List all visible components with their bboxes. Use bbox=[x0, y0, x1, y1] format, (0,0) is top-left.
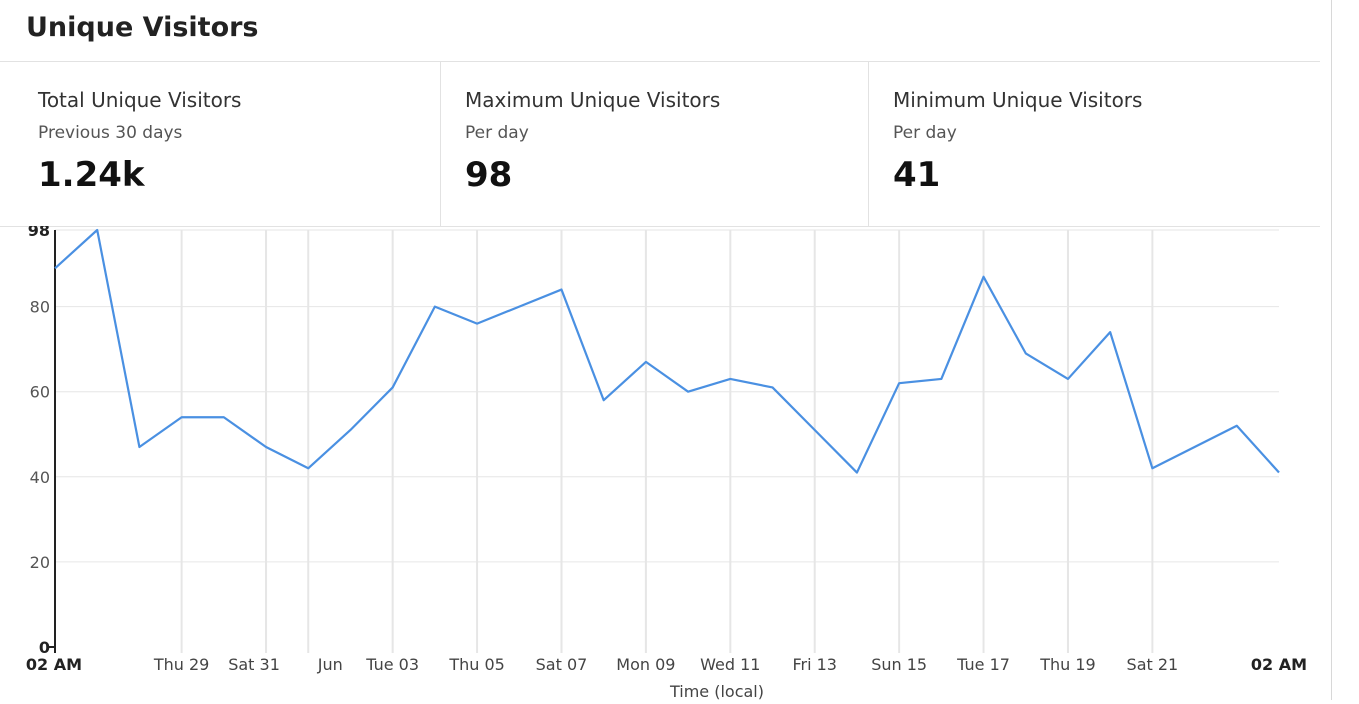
x-tick-label: Tue 03 bbox=[365, 655, 419, 674]
visitors-chart-svg: 0 20 40 60 80 98 02 AM Thu 29 Sat 31 Jun Tue 03 Thu… bbox=[26, 221, 1307, 701]
x-tick-label: Fri 13 bbox=[792, 655, 837, 674]
stat-maximum: Maximum Unique Visitors Per day 98 bbox=[441, 62, 869, 226]
stat-minimum-sub: Per day bbox=[893, 123, 957, 143]
stat-total: Total Unique Visitors Previous 30 days 1… bbox=[0, 62, 441, 226]
stat-maximum-value: 98 bbox=[465, 155, 513, 195]
x-tick-label: Tue 17 bbox=[956, 655, 1010, 674]
x-tick-label: Thu 19 bbox=[1039, 655, 1096, 674]
stat-total-sub: Previous 30 days bbox=[38, 123, 183, 143]
x-tick-label: 02 AM bbox=[1251, 655, 1307, 674]
y-tick-label: 0 bbox=[39, 638, 50, 657]
stat-maximum-label: Maximum Unique Visitors bbox=[465, 88, 721, 112]
stat-minimum-label: Minimum Unique Visitors bbox=[893, 88, 1143, 112]
x-tick-label: Sat 07 bbox=[536, 655, 588, 674]
stat-total-value: 1.24k bbox=[38, 155, 145, 195]
x-tick-label: Sun 15 bbox=[871, 655, 927, 674]
stat-maximum-sub: Per day bbox=[465, 123, 529, 143]
stat-minimum-value: 41 bbox=[893, 155, 941, 195]
panel-title: Unique Visitors bbox=[26, 12, 259, 43]
unique-visitors-panel: Unique Visitors Total Unique Visitors Pr… bbox=[0, 12, 1320, 701]
y-tick-label: 98 bbox=[28, 226, 50, 240]
stat-minimum: Minimum Unique Visitors Per day 41 bbox=[869, 62, 1320, 226]
y-tick-label: 80 bbox=[30, 298, 50, 317]
x-tick-label: Thu 29 bbox=[153, 655, 210, 674]
x-tick-label: Sat 21 bbox=[1127, 655, 1179, 674]
x-tick-label: Mon 09 bbox=[616, 655, 675, 674]
x-tick-label: Sat 31 bbox=[228, 655, 280, 674]
x-tick-label: Jun bbox=[317, 655, 343, 674]
x-tick-label: Thu 05 bbox=[448, 655, 505, 674]
x-axis-label: Time (local) bbox=[669, 682, 764, 700]
panel-right-border bbox=[1331, 0, 1332, 700]
series-line bbox=[54, 228, 1280, 474]
stat-total-label: Total Unique Visitors bbox=[38, 88, 242, 112]
header-divider bbox=[0, 61, 1320, 62]
y-tick-label: 60 bbox=[30, 383, 50, 402]
y-tick-label: 40 bbox=[30, 468, 50, 487]
stats-row: Total Unique Visitors Previous 30 days 1… bbox=[0, 62, 1320, 227]
x-tick-label: 02 AM bbox=[26, 655, 82, 674]
x-tick-label: Wed 11 bbox=[700, 655, 760, 674]
visitors-chart: 0 20 40 60 80 98 02 AM Thu 29 Sat 31 Jun Tue 03 Thu… bbox=[0, 221, 1330, 701]
y-tick-label: 20 bbox=[30, 553, 50, 572]
